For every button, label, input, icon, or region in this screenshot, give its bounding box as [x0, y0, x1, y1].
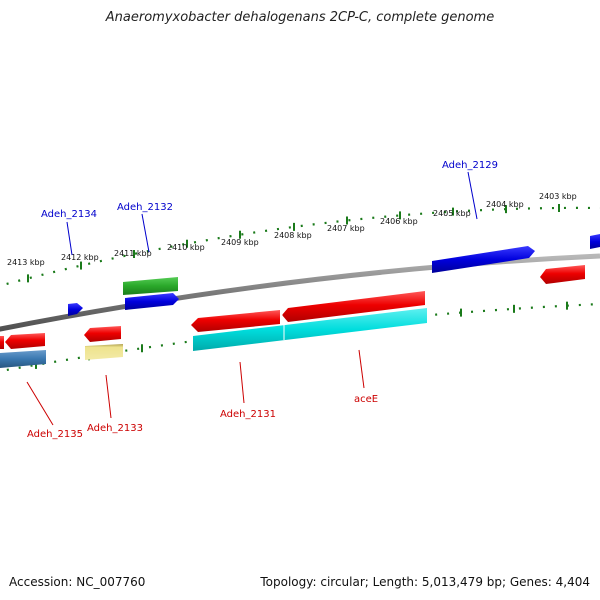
scale-label-2407: 2407 kbp	[327, 224, 365, 233]
scale-label-2411: 2411 kbp	[114, 249, 152, 258]
leader-adeh-2132	[141, 213, 150, 253]
label-adeh-2131[interactable]: Adeh_2131	[220, 409, 276, 420]
scale-label-2412: 2412 kbp	[61, 253, 99, 262]
label-adeh-2132[interactable]: Adeh_2132	[117, 202, 173, 213]
outer-major-ticks	[27, 203, 560, 283]
gene-adeh-2135[interactable]	[5, 333, 45, 349]
accession-text: Accession: NC_007760	[9, 575, 146, 589]
gene-steelblue-band[interactable]	[0, 350, 46, 368]
gene-adeh-2129[interactable]	[432, 246, 535, 273]
scale-label-2410: 2410 kbp	[167, 243, 205, 252]
gene-adeh-2133[interactable]	[84, 326, 121, 342]
gene-adeh-2128[interactable]	[590, 234, 600, 249]
leader-adeh-2134	[66, 221, 73, 256]
label-adeh-2134[interactable]: Adeh_2134	[41, 209, 97, 220]
scale-label-2406: 2406 kbp	[380, 217, 418, 226]
gene-adeh-2134[interactable]	[68, 303, 83, 316]
label-aceE[interactable]: aceE	[354, 394, 378, 405]
gene-adeh-2132[interactable]	[125, 293, 179, 310]
scale-label-2404: 2404 kbp	[486, 200, 524, 209]
label-adeh-2129[interactable]: Adeh_2129	[442, 160, 498, 171]
gene-red-top-right[interactable]	[540, 265, 585, 284]
scale-label-2408: 2408 kbp	[274, 231, 312, 240]
scale-label-2413: 2413 kbp	[7, 258, 45, 267]
leader-adeh-2129	[467, 171, 478, 220]
leader-aceE	[358, 349, 365, 389]
gene-rna-green[interactable]	[123, 277, 178, 295]
label-adeh-2135[interactable]: Adeh_2135	[27, 429, 83, 440]
gene-adeh-2131[interactable]	[191, 310, 280, 332]
genome-backbone	[0, 253, 600, 332]
map-title: Anaeromyxobacter dehalogenans 2CP-C, com…	[105, 10, 495, 25]
scale-label-2409: 2409 kbp	[221, 238, 259, 247]
leader-adeh-2133	[105, 374, 112, 419]
gene-cyan-band[interactable]	[193, 308, 427, 351]
gene-red-left-edge[interactable]	[0, 336, 4, 349]
leader-adeh-2131	[239, 361, 245, 404]
scale-label-2405: 2405 kbp	[433, 209, 471, 218]
label-adeh-2133[interactable]: Adeh_2133	[87, 423, 143, 434]
genome-summary-text: Topology: circular; Length: 5,013,479 bp…	[260, 575, 590, 589]
leader-adeh-2135	[26, 381, 54, 426]
gene-khaki-band[interactable]	[85, 344, 123, 360]
gene-aceE[interactable]	[282, 291, 425, 322]
scale-label-2403: 2403 kbp	[539, 192, 577, 201]
